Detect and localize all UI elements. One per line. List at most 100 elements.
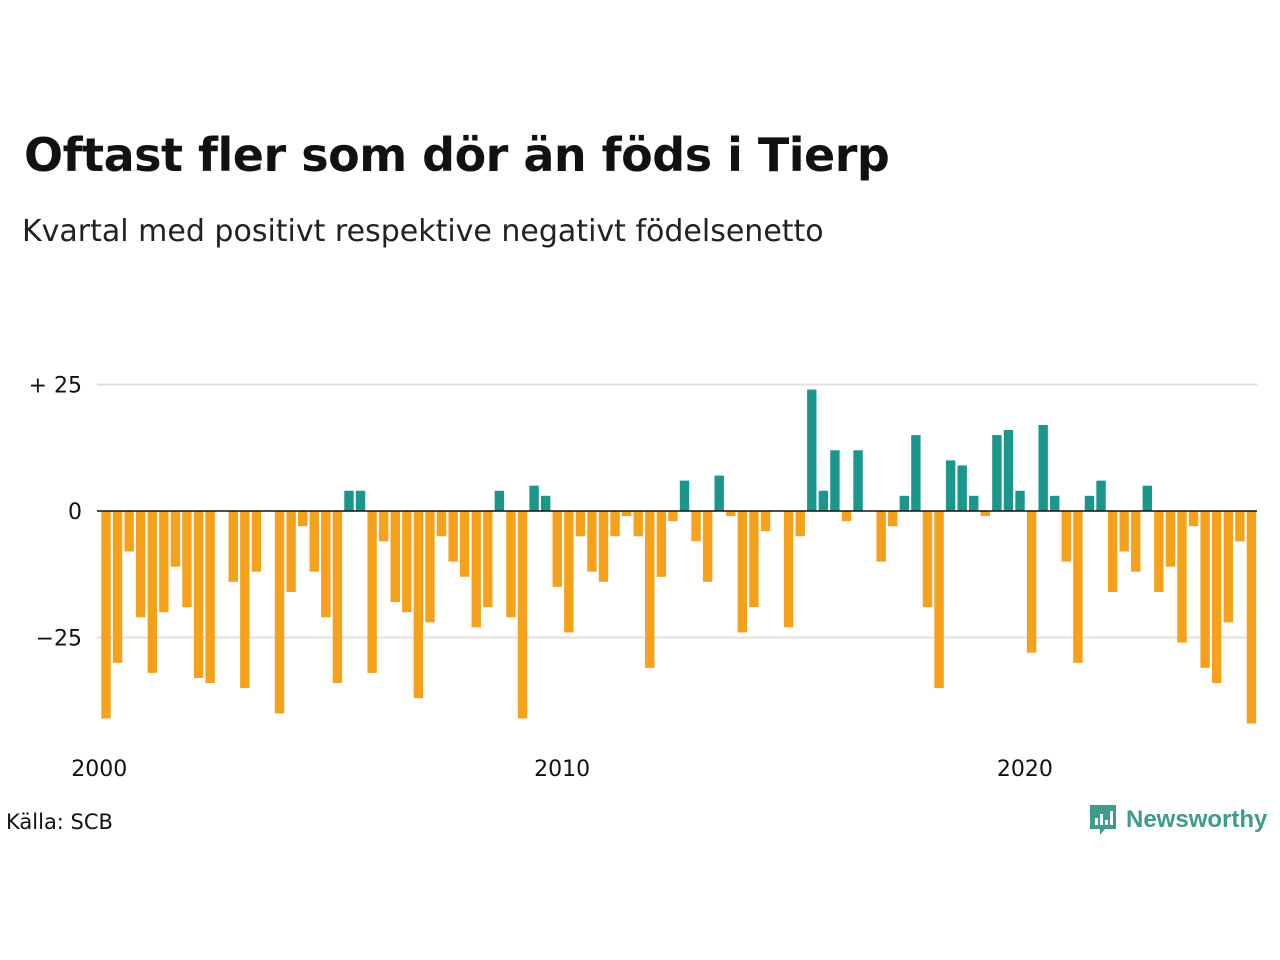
bar-2017-k3 [911, 435, 921, 511]
bar-2008-k4 [506, 511, 516, 618]
source-note: Källa: SCB [6, 810, 113, 834]
bar-2023-k4 [1200, 511, 1210, 668]
bar-2009-k4 [552, 511, 562, 587]
bar-2004-k1 [286, 511, 296, 592]
bar-2000-k4 [136, 511, 146, 618]
bar-2010-k2 [575, 511, 586, 537]
chart-title: Oftast fler som dör än föds i Tierp [24, 128, 890, 182]
bar-2006-k3 [402, 511, 412, 613]
bar-2000-k1 [101, 511, 111, 719]
bars [101, 389, 1257, 724]
bar-2016-k2 [853, 450, 863, 511]
bar-2017-k2 [899, 495, 910, 511]
bar-2022-k3 [1142, 485, 1152, 511]
bar-2009-k2 [529, 485, 539, 511]
bar-2015-k4 [830, 450, 840, 511]
bar-2019-k2 [992, 435, 1002, 511]
bar-2001-k3 [170, 511, 181, 567]
bar-2011-k1 [610, 511, 620, 537]
y-tick-label: 0 [68, 500, 82, 525]
bar-2014-k1 [749, 511, 759, 608]
bar-2022-k2 [1131, 511, 1141, 572]
bar-2021-k2 [1084, 495, 1095, 511]
bar-2013-k3 [726, 511, 736, 517]
bar-2019-k4 [1015, 490, 1025, 511]
bar-2006-k1 [378, 511, 389, 542]
bar-2024-k2 [1223, 511, 1233, 623]
x-tick-label: 2020 [997, 757, 1053, 782]
bar-2003-k4 [274, 511, 285, 714]
bar-2023-k2 [1177, 511, 1187, 643]
bar-2009-k1 [517, 511, 528, 719]
bar-2012-k4 [691, 511, 701, 542]
bar-2012-k3 [679, 480, 690, 511]
bar-2022-k1 [1119, 511, 1129, 552]
bar-2006-k2 [390, 511, 400, 603]
bar-2020-k3 [1050, 495, 1060, 511]
bar-2018-k2 [945, 460, 956, 511]
bar-2004-k4 [321, 511, 331, 618]
bar-2013-k4 [737, 511, 748, 633]
bar-2015-k1 [795, 511, 805, 537]
bar-2008-k2 [483, 511, 493, 608]
newsworthy-logo: Newsworthy [1088, 803, 1267, 837]
bar-2000-k3 [124, 511, 134, 552]
bar-2006-k4 [413, 511, 424, 699]
bar-2014-k2 [760, 511, 771, 532]
bar-2002-k1 [193, 511, 204, 678]
bar-2012-k2 [668, 511, 678, 522]
bar-2011-k4 [645, 511, 655, 668]
bar-2007-k3 [448, 511, 458, 562]
grid-lines [97, 383, 1257, 639]
bar-2021-k4 [1107, 511, 1118, 592]
bar-2000-k2 [112, 511, 123, 663]
bar-2021-k1 [1073, 511, 1083, 663]
bar-2020-k2 [1038, 424, 1048, 511]
bar-2010-k4 [598, 511, 609, 582]
bar-2010-k3 [587, 511, 597, 572]
bar-2015-k3 [818, 490, 829, 511]
x-tick-label: 2010 [534, 757, 590, 782]
bar-2019-k3 [1003, 430, 1014, 511]
bar-2007-k4 [459, 511, 470, 577]
axes: + 25 0 −25 2000 2010 2020 [29, 374, 1257, 782]
bar-2008-k3 [494, 490, 505, 511]
bar-2005-k1 [332, 511, 343, 684]
bar-2019-k1 [980, 511, 991, 517]
bar-2024-k4 [1246, 511, 1257, 724]
bar-2018-k1 [934, 511, 944, 689]
bar-2011-k3 [633, 511, 643, 537]
bar-2024-k3 [1235, 511, 1245, 542]
bar-2017-k4 [922, 511, 933, 608]
bar-2023-k3 [1188, 511, 1199, 527]
bar-2018-k3 [957, 465, 967, 511]
bar-2009-k3 [540, 495, 551, 511]
bar-2004-k2 [297, 511, 308, 527]
bar-2008-k1 [471, 511, 481, 628]
bar-2021-k3 [1096, 480, 1106, 511]
bar-2005-k3 [355, 490, 366, 511]
bar-2014-k4 [783, 511, 794, 628]
bar-2002-k4 [228, 511, 238, 582]
bar-2016-k4 [876, 511, 886, 562]
bar-2007-k1 [425, 511, 435, 623]
newsworthy-logo-text: Newsworthy [1126, 806, 1268, 833]
bar-2005-k2 [344, 490, 354, 511]
chart-subtitle: Kvartal med positivt respektive negativt… [22, 214, 824, 249]
bar-2007-k2 [436, 511, 447, 537]
bar-2022-k4 [1154, 511, 1164, 592]
bar-2002-k2 [205, 511, 215, 684]
bar-2017-k1 [888, 511, 898, 527]
bar-chart: + 25 0 −25 2000 2010 2020 [29, 374, 1257, 782]
newsworthy-logo-icon [1090, 805, 1116, 835]
bar-2016-k1 [841, 511, 852, 522]
bar-2020-k4 [1061, 511, 1072, 562]
bar-2003-k1 [240, 511, 250, 689]
bar-2003-k2 [251, 511, 262, 572]
bar-2004-k3 [309, 511, 319, 572]
bar-2013-k2 [714, 475, 724, 511]
x-tick-label: 2000 [71, 757, 127, 782]
bar-2001-k4 [182, 511, 192, 608]
y-tick-label: −25 [36, 627, 82, 652]
bar-2024-k1 [1212, 511, 1222, 684]
